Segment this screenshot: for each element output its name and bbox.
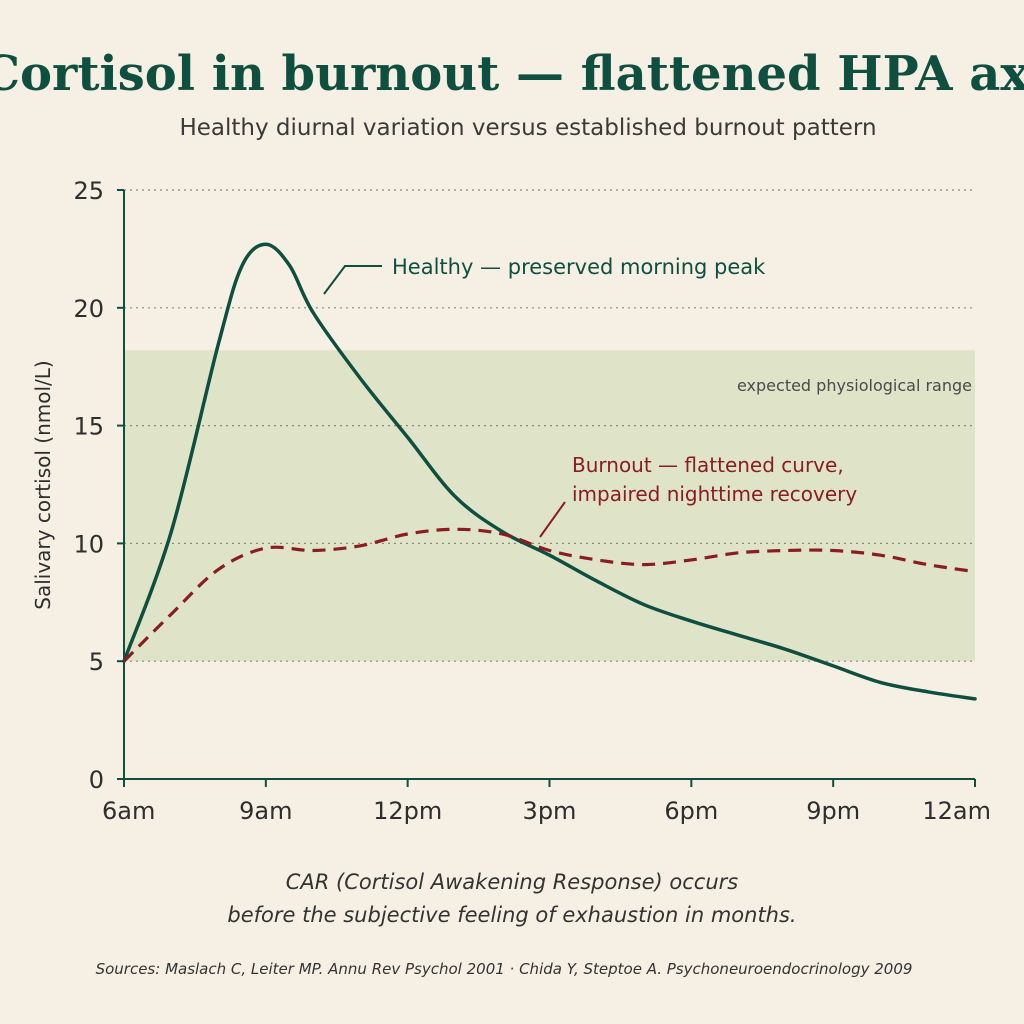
y-axis-ticks: 0 5 10 15 20 25 (73, 177, 124, 794)
y-tick-label: 25 (73, 177, 104, 205)
healthy-annotation: Healthy — preserved morning peak (392, 255, 766, 279)
gridlines (124, 189, 975, 662)
y-tick-label: 15 (73, 413, 104, 441)
band-label: expected physiological range (737, 376, 972, 395)
y-tick-label: 10 (73, 530, 104, 558)
x-tick-label: 3pm (523, 797, 577, 825)
burnout-annotation-line2: impaired nighttime recovery (572, 482, 857, 506)
y-tick-label: 0 (89, 766, 104, 794)
x-tick-label: 6am (102, 797, 155, 825)
y-tick-label: 20 (73, 295, 104, 323)
x-tick-label: 12am (922, 797, 991, 825)
chart-title: Cortisol in burnout — flattened HPA axis (0, 46, 1024, 102)
y-tick-label: 5 (89, 648, 104, 676)
x-tick-label: 9pm (806, 797, 860, 825)
physiological-range-band (124, 350, 975, 662)
sources-citation: Sources: Maslach C, Leiter MP. Annu Rev … (96, 960, 913, 978)
x-axis-ticks: 6am 9am 12pm 3pm 6pm 9pm 12am (102, 779, 991, 825)
x-tick-label: 6pm (664, 797, 718, 825)
healthy-annotation-leader (323, 265, 382, 295)
burnout-annotation-line1: Burnout — flattened curve, (572, 453, 844, 477)
car-note-line1: CAR (Cortisol Awakening Response) occurs (286, 870, 739, 894)
series-healthy-line (122, 242, 977, 701)
x-tick-label: 12pm (373, 797, 442, 825)
car-note-line2: before the subjective feeling of exhaust… (227, 903, 796, 927)
burnout-annotation-leader (539, 501, 566, 538)
chart-subtitle: Healthy diurnal variation versus establi… (179, 115, 876, 141)
series-burnout-line (122, 527, 976, 663)
x-tick-label: 9am (239, 797, 292, 825)
y-axis-label: Salivary cortisol (nmol/L) (31, 360, 55, 609)
